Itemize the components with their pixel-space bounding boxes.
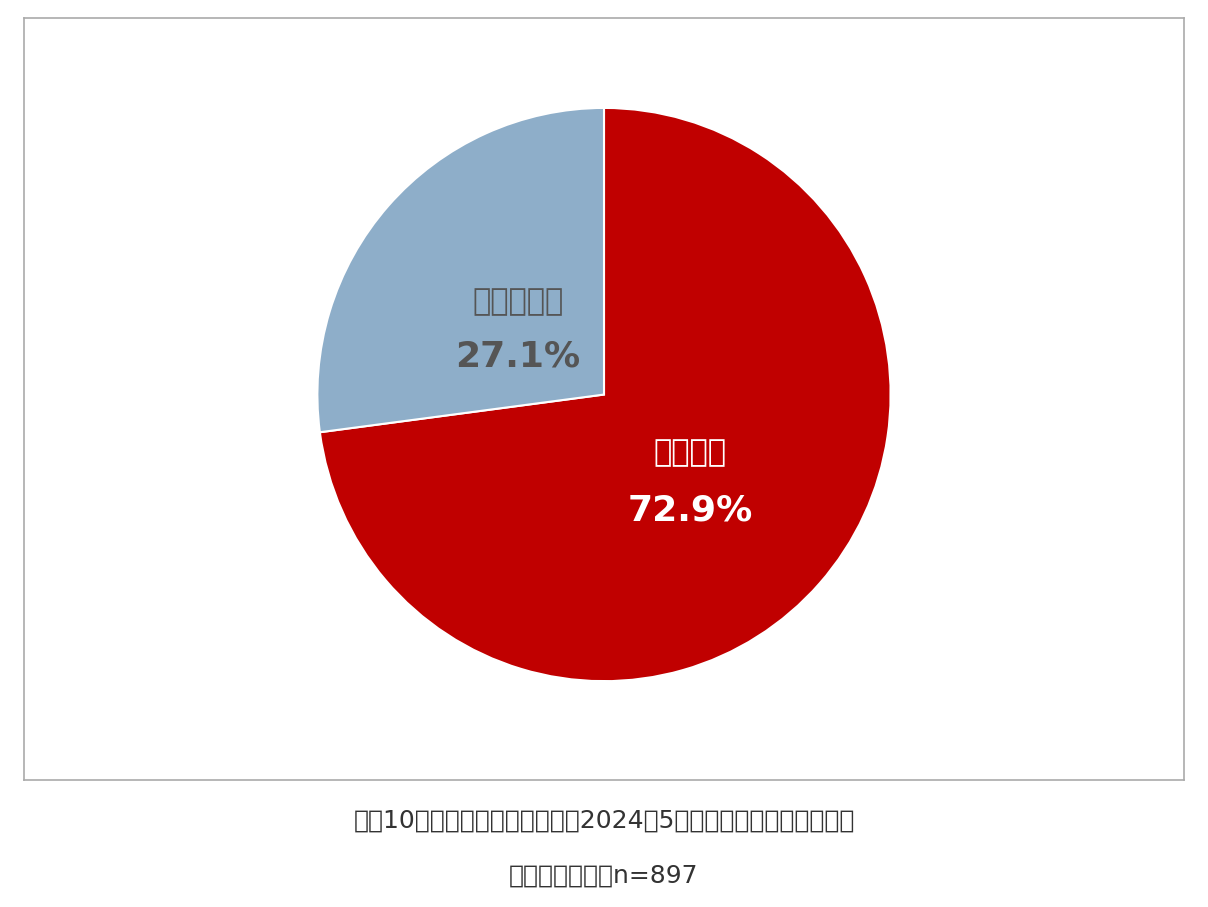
Wedge shape — [318, 108, 604, 433]
Text: 知っている: 知っている — [472, 288, 563, 317]
Text: 72.9%: 72.9% — [628, 493, 753, 527]
Text: 知らない: 知らない — [654, 438, 727, 467]
Text: ＜困10：電気料金の引き下げが2024年5月使用分で終了することを: ＜困10：電気料金の引き下げが2024年5月使用分で終了することを — [353, 809, 855, 833]
Text: 知っていたか＞n=897: 知っていたか＞n=897 — [510, 863, 698, 887]
Wedge shape — [320, 108, 890, 681]
Text: 27.1%: 27.1% — [455, 339, 580, 374]
